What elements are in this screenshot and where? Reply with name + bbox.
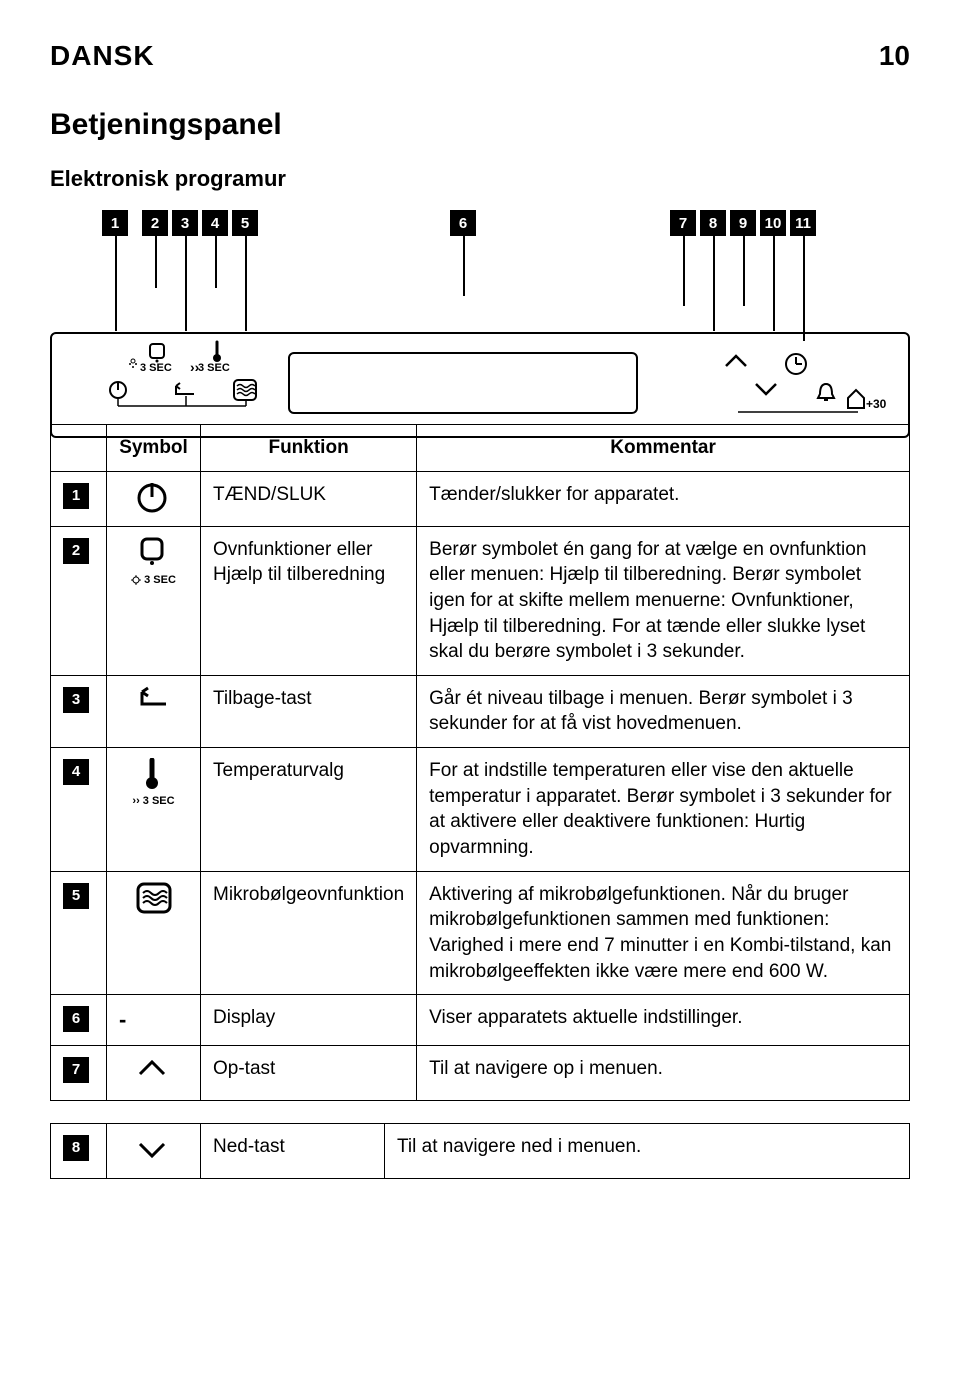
symbol-cell xyxy=(107,871,201,995)
leader-line xyxy=(215,236,217,288)
symbol-cell xyxy=(107,1045,201,1100)
callout-7: 7 xyxy=(670,210,696,236)
callout-10: 10 xyxy=(760,210,786,236)
comment-cell: Tænder/slukker for apparatet. xyxy=(417,471,910,526)
language-label: DANSK xyxy=(50,40,155,72)
comment-cell: Til at navigere op i menuen. xyxy=(417,1045,910,1100)
row-number: 1 xyxy=(63,483,89,509)
row-number: 8 xyxy=(63,1135,89,1161)
page-number: 10 xyxy=(879,40,910,72)
leader-line xyxy=(185,236,187,331)
table-row: 8 Ned-tastTil at navigere ned i menuen. xyxy=(51,1123,910,1178)
leader-line xyxy=(713,236,715,331)
leader-line xyxy=(245,236,247,331)
comment-cell: Viser apparatets aktuelle indstillinger. xyxy=(417,995,910,1046)
page-header: DANSK 10 xyxy=(50,40,910,72)
comment-cell: Aktivering af mikrobølgefunktionen. Når … xyxy=(417,871,910,995)
leader-line xyxy=(115,236,117,331)
callout-3: 3 xyxy=(172,210,198,236)
display-rect xyxy=(288,352,638,414)
symbol-cell xyxy=(107,675,201,747)
leader-line xyxy=(683,236,685,306)
symbol-cell: - xyxy=(107,995,201,1046)
function-cell: Ned-tast xyxy=(201,1123,385,1178)
row-number: 3 xyxy=(63,687,89,713)
comment-cell: Berør symbolet én gang for at vælge en o… xyxy=(417,526,910,675)
function-cell: Temperaturvalg xyxy=(201,748,417,872)
row-number: 6 xyxy=(63,1006,89,1032)
leader-line xyxy=(463,236,465,296)
panel-right-icons: +30 xyxy=(698,334,898,440)
control-panel-diagram: 1 2 3 4 5 6 7 8 9 10 11 xyxy=(50,210,910,390)
table-row: 4 ›› 3 SECTemperaturvalgFor at indstille … xyxy=(51,748,910,872)
function-cell: Display xyxy=(201,995,417,1046)
callout-2: 2 xyxy=(142,210,168,236)
functions-table-bottom: 8 Ned-tastTil at navigere ned i menuen. xyxy=(50,1123,910,1179)
leader-line xyxy=(803,236,805,341)
section-subtitle: Elektronisk programur xyxy=(50,166,910,192)
table-row: 6-DisplayViser apparatets aktuelle indst… xyxy=(51,995,910,1046)
symbol-cell xyxy=(107,1123,201,1178)
comment-cell: Til at navigere ned i menuen. xyxy=(385,1123,910,1178)
callout-1: 1 xyxy=(102,210,128,236)
row-number: 2 xyxy=(63,538,89,564)
callout-6: 6 xyxy=(450,210,476,236)
callout-11: 11 xyxy=(790,210,816,236)
row-number: 4 xyxy=(63,759,89,785)
function-cell: Mikrobølgeovnfunktion xyxy=(201,871,417,995)
table-row: 3 Tilbage-tastGår ét niveau tilbage i men… xyxy=(51,675,910,747)
function-cell: Ovnfunktioner eller Hjælp til tilberedni… xyxy=(201,526,417,675)
comment-cell: Går ét niveau tilbage i menuen. Berør sy… xyxy=(417,675,910,747)
table-row: 1 TÆND/SLUKTænder/slukker for apparatet. xyxy=(51,471,910,526)
leader-line xyxy=(155,236,157,288)
function-cell: TÆND/SLUK xyxy=(201,471,417,526)
symbol-cell xyxy=(107,471,201,526)
svg-text:+30: +30 xyxy=(866,397,887,411)
callout-5: 5 xyxy=(232,210,258,236)
callout-8: 8 xyxy=(700,210,726,236)
callout-9: 9 xyxy=(730,210,756,236)
functions-table: Symbol Funktion Kommentar 1TÆND/SLUKTænd… xyxy=(50,424,910,1101)
panel-frame: 3 SEC 3 SEC ›› xyxy=(50,332,910,438)
symbol-cell: 3 SEC xyxy=(107,526,201,675)
row-number: 7 xyxy=(63,1057,89,1083)
panel-left-icons: 3 SEC 3 SEC ›› xyxy=(52,334,272,440)
symbol-cell: ›› 3 SEC xyxy=(107,748,201,872)
row-number: 5 xyxy=(63,883,89,909)
function-cell: Tilbage-tast xyxy=(201,675,417,747)
svg-text:››: ›› xyxy=(190,359,200,375)
sec-label: 3 SEC xyxy=(198,362,230,374)
sec-label: 3 SEC xyxy=(140,362,172,374)
table-row: 7 Op-tastTil at navigere op i menuen. xyxy=(51,1045,910,1100)
table-row: 2 3 SECOvnfunktioner eller Hjælp til til… xyxy=(51,526,910,675)
callout-4: 4 xyxy=(202,210,228,236)
function-cell: Op-tast xyxy=(201,1045,417,1100)
table-row: 5 MikrobølgeovnfunktionAktivering af mikr… xyxy=(51,871,910,995)
leader-line xyxy=(773,236,775,331)
section-title: Betjeningspanel xyxy=(50,108,910,142)
comment-cell: For at indstille temperaturen eller vise… xyxy=(417,748,910,872)
leader-line xyxy=(743,236,745,306)
